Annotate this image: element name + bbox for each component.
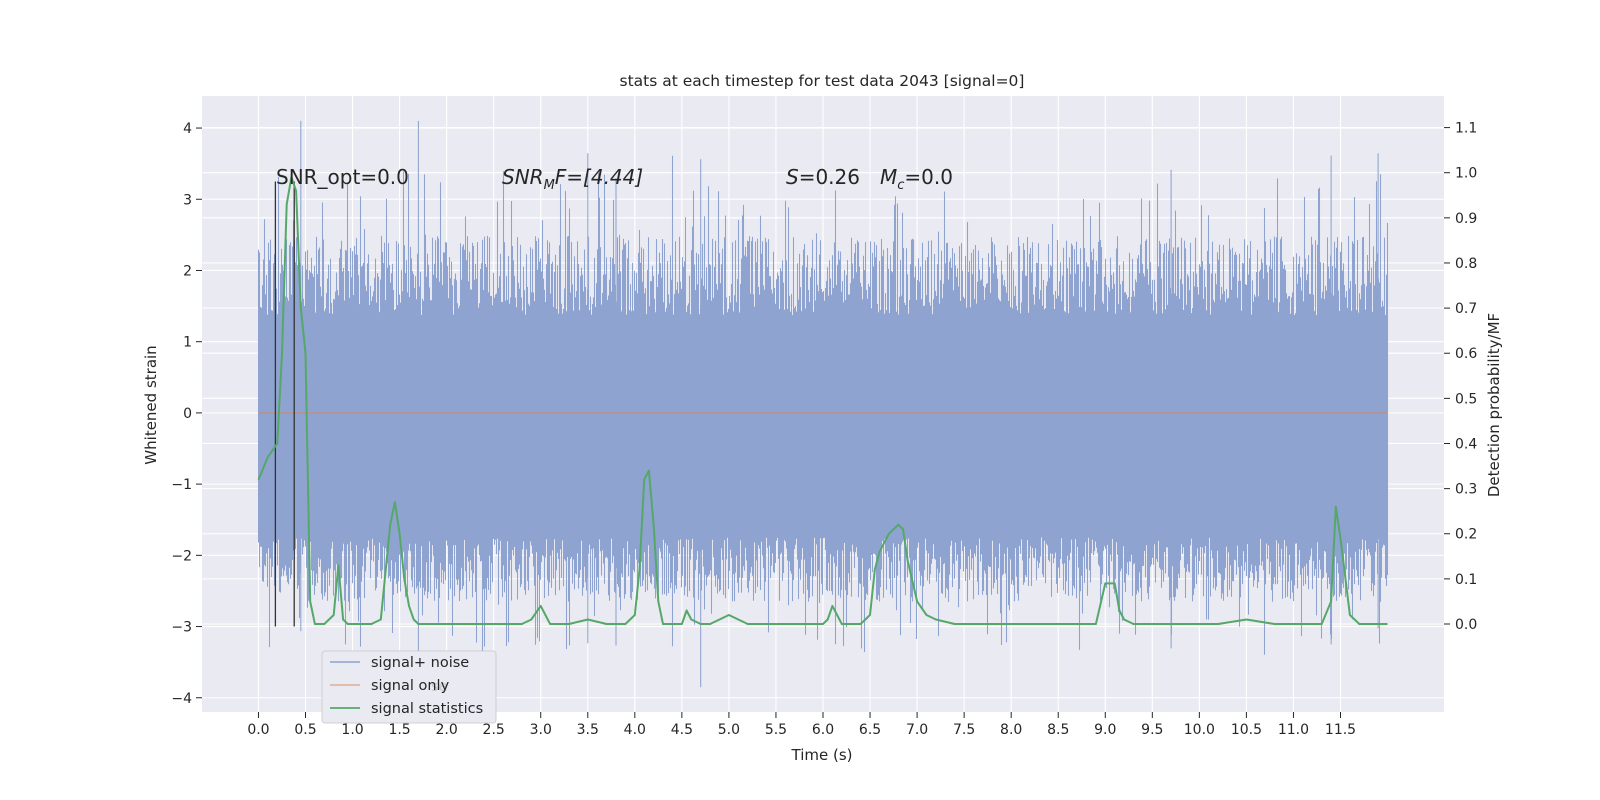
y-left-tick-label: −2: [171, 548, 192, 564]
y-left-tick-label: 2: [183, 263, 192, 279]
annotation-snr-mf-base: SNR: [502, 165, 544, 189]
x-tick-label: 10.0: [1184, 722, 1215, 738]
chart-title: stats at each timestep for test data 204…: [620, 72, 1025, 90]
x-tick-label: 11.5: [1325, 722, 1356, 738]
x-tick-label: 6.0: [812, 722, 834, 738]
x-tick-label: 3.5: [577, 722, 599, 738]
y-right-tick-label: 0.4: [1455, 436, 1477, 452]
signal-statistics-line: [257, 176, 1388, 625]
y-right-tick-label: 1.0: [1455, 166, 1477, 182]
x-tick-label: 1.5: [388, 722, 410, 738]
x-tick-label: 3.0: [530, 722, 552, 738]
legend-box: [321, 650, 497, 724]
x-tick-label: 5.0: [718, 722, 740, 738]
annotation-mc-value: =0.0: [904, 165, 953, 189]
annotation-mc: Mc=0.0: [880, 165, 953, 193]
x-tick-label: 4.5: [671, 722, 693, 738]
x-tick-label: 9.0: [1094, 722, 1116, 738]
legend-label-signal-statistics: signal statistics: [371, 701, 483, 717]
marker-lines: [274, 181, 295, 627]
x-tick-label: 6.5: [859, 722, 881, 738]
x-tick-label: 1.0: [341, 722, 363, 738]
annotation-snr-mf: SNRMF=[4.44]: [502, 165, 643, 193]
noise-trace: [257, 120, 1389, 688]
y-axis-label-right: Detection probability/MF: [1485, 313, 1503, 497]
x-axis-label: Time (s): [791, 746, 853, 764]
x-tick-label: 9.5: [1141, 722, 1163, 738]
y-right-tick-label: 0.7: [1455, 301, 1477, 317]
legend-ghost-text: se: [431, 679, 448, 695]
y-left-tick-label: 4: [183, 121, 192, 137]
series-signal-noise: [257, 120, 1389, 688]
x-tick-label: 5.5: [765, 722, 787, 738]
y-left-tick-label: 0: [183, 406, 192, 422]
y-right-tick-label: 0.0: [1455, 617, 1477, 633]
y-axis-label-left: Whitened strain: [142, 345, 160, 464]
y-left-tick-label: −1: [171, 477, 192, 493]
annotation-snr-opt: SNR_opt=0.0: [276, 165, 409, 189]
annotation-s-value: =0.26: [799, 165, 860, 189]
y-right-tick-label: 1.1: [1455, 121, 1477, 137]
y-right-tick-label: 0.8: [1455, 256, 1477, 272]
x-tick-label: 4.0: [624, 722, 646, 738]
y-right-tick-label: 0.1: [1455, 572, 1477, 588]
legend-label-signal-only: signal only: [371, 678, 450, 694]
annotation-s: S=0.26: [786, 165, 860, 189]
annotation-s-var: S: [786, 165, 799, 189]
x-tick-label: 8.5: [1047, 722, 1069, 738]
annotation-mc-sub: c: [897, 178, 904, 193]
x-tick-label: 0.5: [294, 722, 316, 738]
annotation-snr-mf-rest: F=[4.44]: [555, 165, 643, 189]
x-tick-label: 10.5: [1231, 722, 1262, 738]
y-right-tick-label: 0.5: [1455, 391, 1477, 407]
x-tick-label: 0.0: [247, 722, 269, 738]
y-left-tick-label: 1: [183, 335, 192, 351]
x-tick-label: 8.0: [1000, 722, 1022, 738]
annotation-mc-var: M: [880, 165, 897, 189]
y-right-tick-label: 0.2: [1455, 527, 1477, 543]
y-left-tick-label: 3: [183, 192, 192, 208]
x-tick-label: 11.0: [1278, 722, 1309, 738]
x-tick-label: 7.0: [906, 722, 928, 738]
axes: 0.0 0.5 1.0 1.5 2.0 2.5 3.0 3.5 4.0 4.5 5.0 5.5 6.0 6…: [171, 121, 1477, 738]
x-tick-label: 7.5: [953, 722, 975, 738]
y-left-tick-label: −4: [171, 691, 192, 707]
legend-label-signal-noise: signal+ noise: [371, 655, 469, 671]
annotation-snr-mf-sub: M: [544, 178, 555, 193]
x-tick-label: 2.5: [483, 722, 505, 738]
y-right-tick-label: 0.3: [1455, 482, 1477, 498]
y-left-tick-label: −3: [171, 620, 192, 636]
series-signal-statistics: [257, 176, 1388, 625]
legend: se signal+ noise signal only signal stat…: [321, 650, 497, 724]
x-tick-label: 2.0: [436, 722, 458, 738]
y-right-tick-label: 0.6: [1455, 346, 1477, 362]
y-right-tick-label: 0.9: [1455, 211, 1477, 227]
